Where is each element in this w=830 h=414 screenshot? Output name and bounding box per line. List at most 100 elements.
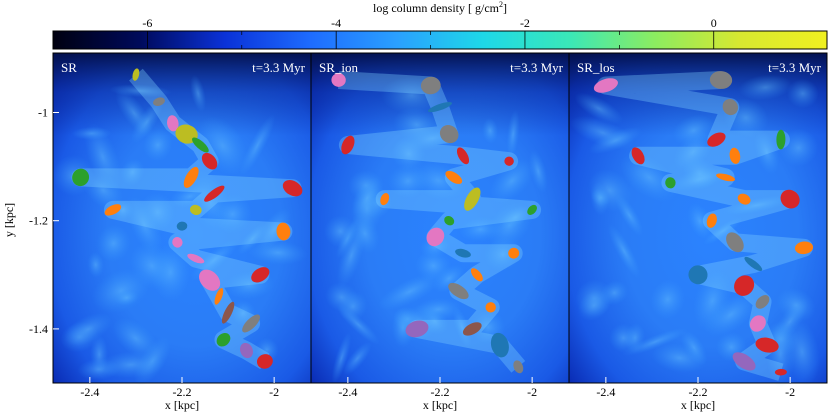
clump (455, 248, 471, 258)
colorbar-label: log column density [ g/cm2] (373, 0, 507, 15)
panel-title: SR_ion (319, 60, 359, 75)
clump (282, 180, 303, 197)
x-tick-label: -2.2 (431, 385, 450, 399)
y-tick-label: -1.4 (29, 322, 48, 336)
clump (755, 295, 770, 309)
panels: SR t=3.3 Myr-2.4 -2.2 -2x [kpc]-1-1.2-1.4SR… (29, 52, 828, 412)
clump (192, 137, 209, 153)
x-axis-label: x [kpc] (423, 398, 457, 412)
x-axis-label: x [kpc] (681, 398, 715, 412)
clump (132, 68, 140, 81)
panel-time: t=3.3 Myr (510, 60, 564, 75)
clump (688, 265, 708, 285)
clump (737, 193, 751, 205)
clump (427, 102, 453, 113)
clumps (331, 73, 537, 374)
clump (380, 193, 390, 206)
clump (214, 288, 224, 305)
clump (256, 354, 273, 369)
clump (744, 256, 763, 272)
clump (794, 241, 814, 255)
clump (72, 168, 90, 187)
clump (722, 99, 738, 116)
clump (276, 222, 291, 241)
clump (490, 332, 509, 358)
clump (749, 315, 766, 332)
clump (426, 227, 445, 247)
dense-ridge (596, 71, 813, 381)
clump (776, 129, 786, 150)
y-tick-label: -1.2 (29, 214, 48, 228)
colorbar-tick-label: -4 (331, 16, 341, 30)
clump (513, 360, 524, 374)
x-axis-label: x [kpc] (165, 398, 199, 412)
clump (527, 204, 537, 215)
colorbar-ticks (146, 31, 715, 49)
clump (755, 337, 779, 353)
clump (734, 275, 755, 296)
x-tick-label: -2.2 (173, 385, 192, 399)
clump (341, 135, 355, 155)
clump (732, 352, 756, 371)
clump (216, 332, 231, 347)
clump (187, 253, 205, 264)
clump (240, 342, 253, 359)
clump (167, 115, 179, 132)
x-tick-label: -2.4 (338, 385, 357, 399)
clump (593, 78, 618, 93)
clumps (593, 71, 814, 376)
clump (508, 247, 520, 259)
colorbar: log column density [ g/cm2] -6 -4 -2 0 (52, 0, 828, 50)
clump (448, 282, 469, 300)
clumps (72, 68, 303, 369)
clump (420, 76, 441, 95)
colorbar-tick-label: 0 (711, 16, 717, 30)
clump (774, 368, 787, 376)
clump (445, 170, 463, 184)
colorbar-tick-label: -2 (520, 16, 530, 30)
clump (709, 71, 733, 89)
clump (665, 177, 676, 189)
clump (331, 73, 346, 87)
x-tick-label: -2 (527, 385, 537, 399)
clump (780, 189, 800, 209)
clump (470, 268, 483, 282)
filament-texture (52, 74, 309, 386)
clump (444, 215, 455, 226)
x-tick-label: -2.4 (80, 385, 99, 399)
panel-title: SR_los (577, 60, 615, 75)
clump (405, 320, 429, 338)
clump (706, 213, 717, 228)
clump (201, 152, 218, 170)
clump (221, 301, 235, 324)
colorbar-tick-labels: -6 -4 -2 0 (142, 16, 716, 30)
clump (464, 187, 481, 211)
panel-time: t=3.3 Myr (252, 60, 306, 75)
clump (729, 147, 741, 164)
colorbar-tick-label: -6 (142, 16, 152, 30)
clump (242, 314, 261, 333)
clump (504, 156, 514, 166)
clump (183, 166, 199, 188)
clump (199, 269, 221, 291)
panel-sr-los: SR_los t=3.3 Myr -2.4 -2.2 -2 x [kpc] (568, 52, 828, 412)
clump (104, 204, 122, 216)
filament-texture (569, 74, 821, 388)
panel-sr: SR t=3.3 Myr -2.4 -2.2 -2 x [kpc] -1 -1.2 -1.4 (29, 52, 312, 412)
y-axis-label: y [kpc] (2, 203, 16, 237)
panel-title: SR (61, 60, 77, 75)
clump (172, 236, 183, 248)
clump (456, 147, 470, 165)
x-tick-label: -2 (269, 385, 279, 399)
clump (726, 232, 744, 253)
colorbar-bar (52, 30, 828, 50)
x-tick-label: -2 (785, 385, 795, 399)
clump (485, 302, 496, 313)
clump (189, 204, 202, 215)
y-tick-label: -1 (38, 106, 48, 120)
panel-time: t=3.3 Myr (768, 60, 822, 75)
clump (707, 132, 726, 147)
x-tick-label: -2.2 (689, 385, 708, 399)
clump (439, 125, 459, 144)
